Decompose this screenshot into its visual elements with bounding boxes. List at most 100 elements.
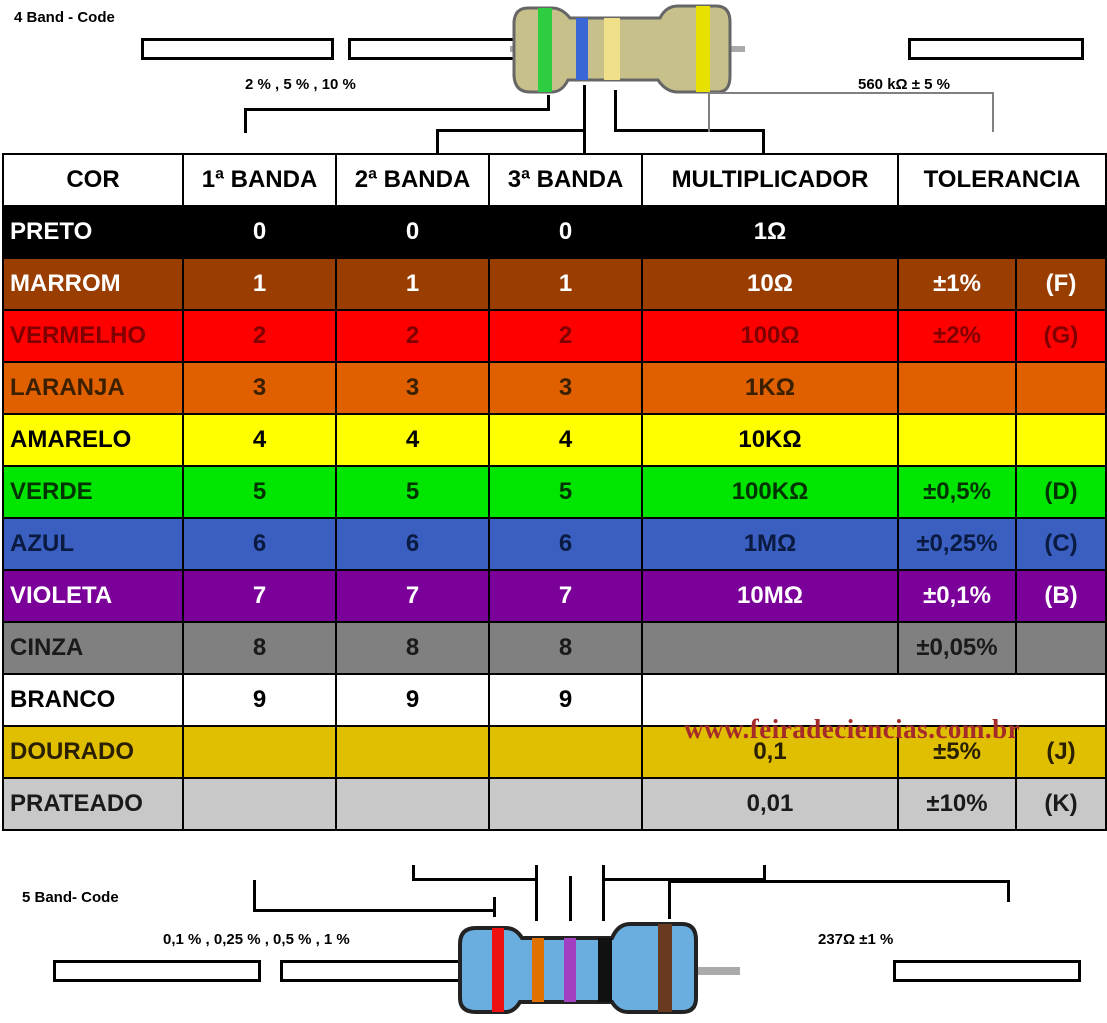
four-band-tolerance-options: 2 % , 5 % , 10 % (245, 76, 356, 93)
band-1-cell: 7 (182, 569, 337, 623)
bracket-line (412, 865, 538, 881)
bracket-line (244, 108, 550, 133)
color-name-cell: BRANCO (2, 673, 184, 727)
multiplier-cell: 100KΩ (641, 465, 899, 519)
bracket-line (583, 85, 586, 131)
band-1-cell: 0 (182, 205, 337, 259)
tolerance-cell: ±0,05% (897, 621, 1017, 675)
tolerance-cell: ±1% (897, 257, 1017, 311)
color-name-cell: VERDE (2, 465, 184, 519)
tolerance-code-cell: (K) (1014, 777, 1107, 831)
header-multiplier: MULTIPLICADOR (641, 153, 899, 207)
four-band-example-value: 560 kΩ ± 5 % (858, 76, 950, 93)
color-name-cell: PRATEADO (2, 777, 184, 831)
color-code-table: COR 1ª BANDA 2ª BANDA 3ª BANDA MULTIPLIC… (2, 153, 1107, 831)
multiplier-cell: 0,1 (641, 725, 899, 779)
color-name-cell: CINZA (2, 621, 184, 675)
color-name-cell: MARROM (2, 257, 184, 311)
tolerance-cell (897, 673, 1017, 727)
color-name-cell: AZUL (2, 517, 184, 571)
band-1-cell: 6 (182, 517, 337, 571)
table-row: VERMELHO 2 2 2 100Ω ±2% (G) (2, 309, 1107, 363)
lead-bar (908, 38, 1084, 60)
header-band-1: 1ª BANDA (182, 153, 337, 207)
five-band-resistor-icon (458, 922, 740, 1014)
tolerance-cell: ±0,25% (897, 517, 1017, 571)
band-1-cell: 3 (182, 361, 337, 415)
bracket-line (535, 879, 538, 921)
band-1-cell: 9 (182, 673, 337, 727)
multiplier-cell (641, 621, 899, 675)
tolerance-cell: ±0,1% (897, 569, 1017, 623)
band-1-cell: 5 (182, 465, 337, 519)
multiplier-cell: 10MΩ (641, 569, 899, 623)
band-1-cell: 8 (182, 621, 337, 675)
table-row: BRANCO 9 9 9 (2, 673, 1107, 727)
website-watermark: www.feiradeciencias.com.br (684, 714, 1021, 744)
table-row: AZUL 6 6 6 1MΩ ±0,25% (C) (2, 517, 1107, 571)
multiplier-cell: 1MΩ (641, 517, 899, 571)
band-3-cell: 6 (488, 517, 643, 571)
multiplier-cell: 10Ω (641, 257, 899, 311)
tolerance-cell: ±10% (897, 777, 1017, 831)
lead-bar (348, 38, 518, 60)
lead-bar (53, 960, 261, 982)
color-name-cell: AMARELO (2, 413, 184, 467)
lead-bar (141, 38, 334, 60)
table-row: PRATEADO 0,01 ±10% (K) (2, 777, 1107, 831)
band-3-cell: 5 (488, 465, 643, 519)
band-2-cell: 6 (335, 517, 490, 571)
color-name-cell: VIOLETA (2, 569, 184, 623)
bracket-line (762, 129, 765, 153)
band-3-cell: 9 (488, 673, 643, 727)
five-band-title: 5 Band- Code (22, 889, 119, 906)
color-name-cell: VERMELHO (2, 309, 184, 363)
header-cor: COR (2, 153, 184, 207)
band-3-cell (488, 777, 643, 831)
tolerance-code-cell: (G) (1014, 309, 1107, 363)
multiplier-cell (641, 673, 899, 727)
lead-bar (893, 960, 1081, 982)
band-3-cell: 1 (488, 257, 643, 311)
table-row: AMARELO 4 4 4 10KΩ (2, 413, 1107, 467)
band-2-cell: 0 (335, 205, 490, 259)
header-tolerance: TOLERANCIA (896, 153, 1107, 207)
band-3-cell: 4 (488, 413, 643, 467)
tolerance-code-cell (1014, 361, 1107, 415)
multiplier-cell: 10KΩ (641, 413, 899, 467)
tolerance-cell (897, 205, 1017, 259)
bracket-line (602, 865, 766, 881)
four-band-title: 4 Band - Code (14, 9, 115, 26)
table-row: CINZA 8 8 8 ±0,05% (2, 621, 1107, 675)
band-3-cell: 0 (488, 205, 643, 259)
bracket-line (668, 880, 1010, 902)
table-row: DOURADO 0,1 ±5% (J) (2, 725, 1107, 779)
multiplier-cell: 0,01 (641, 777, 899, 831)
bracket-line (708, 92, 994, 132)
table-header-row: COR 1ª BANDA 2ª BANDA 3ª BANDA MULTIPLIC… (2, 153, 1107, 207)
tolerance-cell: ±2% (897, 309, 1017, 363)
multiplier-cell: 1KΩ (641, 361, 899, 415)
bracket-line (493, 897, 496, 917)
tolerance-cell: ±0,5% (897, 465, 1017, 519)
band-2-cell: 2 (335, 309, 490, 363)
bracket-line (668, 899, 671, 919)
bracket-line (602, 879, 605, 921)
multiplier-cell: 100Ω (641, 309, 899, 363)
tolerance-code-cell (1014, 205, 1107, 259)
tolerance-code-cell (1014, 413, 1107, 467)
band-2-cell: 3 (335, 361, 490, 415)
bracket-line (547, 95, 550, 111)
bracket-line (253, 880, 496, 912)
band-2-cell (335, 777, 490, 831)
band-2-cell (335, 725, 490, 779)
tolerance-code-cell (1014, 621, 1107, 675)
tolerance-code-cell: (D) (1014, 465, 1107, 519)
tolerance-code-cell (1014, 673, 1107, 727)
table-row: VIOLETA 7 7 7 10MΩ ±0,1% (B) (2, 569, 1107, 623)
tolerance-code-cell: (J) (1014, 725, 1107, 779)
color-name-cell: PRETO (2, 205, 184, 259)
tolerance-cell: ±5% (897, 725, 1017, 779)
five-band-tolerance-options: 0,1 % , 0,25 % , 0,5 % , 1 % (163, 931, 350, 948)
table-row: MARROM 1 1 1 10Ω ±1% (F) (2, 257, 1107, 311)
